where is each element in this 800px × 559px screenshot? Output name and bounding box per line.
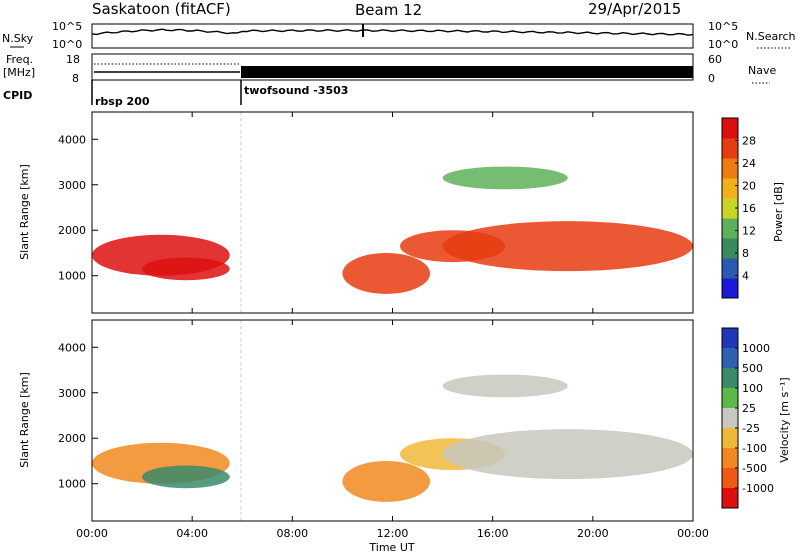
velocity-cb-tick-label: 500 [742, 362, 763, 375]
x-tick-label: 20:00 [577, 527, 609, 540]
power-data [91, 166, 693, 294]
power-blob [142, 257, 230, 281]
freq-label-1: Freq. [6, 53, 33, 66]
station-title: Saskatoon (fitACF) [92, 0, 231, 18]
velocity-y-tick-label: 2000 [58, 432, 86, 445]
power-cb-swatch [722, 278, 738, 299]
power-cb-tick-label: 20 [742, 180, 756, 193]
noise-right-label: N.Search [746, 30, 796, 43]
velocity-cb-swatch [722, 328, 738, 349]
noise-panel: N.Sky 10^5 10^0 10^5 10^0 N.Search [2, 20, 796, 51]
velocity-cb-tick-label: -100 [742, 442, 767, 455]
velocity-y-tick-label: 4000 [58, 341, 86, 354]
velocity-blob [342, 460, 431, 502]
beam-title: Beam 12 [355, 1, 422, 19]
velocity-blob [142, 465, 230, 489]
power-cb-tick-label: 12 [742, 225, 756, 238]
velocity-cb-swatch [722, 388, 738, 409]
x-axis-label: Time UT [368, 541, 414, 554]
velocity-panel: 1000 2000 3000 4000 Slant Range [km] 1000 50… [18, 319, 791, 522]
x-tick-label: 16:00 [477, 527, 509, 540]
power-panel: 1000 2000 3000 4000 Slant Range [km] 4 8 12 16… [18, 111, 785, 314]
velocity-cb-swatch [722, 488, 738, 509]
x-axis: 00:00 04:00 08:00 12:00 16:00 20:00 00:00 [76, 112, 709, 540]
power-blob [442, 221, 693, 272]
power-yticks: 1000 2000 3000 4000 [58, 133, 98, 283]
power-cb-swatch [722, 258, 738, 279]
cpid-program-1: rbsp 200 [95, 95, 150, 108]
velocity-cb-swatch [722, 348, 738, 369]
nave-tick-top: 60 [708, 53, 722, 66]
x-tick-label: 00:00 [677, 527, 709, 540]
freq-panel: Freq. [MHz] 18 8 60 0 Nave [3, 53, 776, 85]
power-cb-swatch [722, 218, 738, 239]
velocity-cb-tick-label: -25 [742, 422, 760, 435]
noise-left-tick-bottom: 10^0 [52, 38, 82, 51]
noise-left-tick-top: 10^5 [52, 20, 82, 33]
noise-right-tick-top: 10^5 [708, 20, 738, 33]
nave-tick-bottom: 0 [708, 72, 715, 85]
nave-label: Nave [748, 64, 776, 77]
velocity-cb-swatch [722, 468, 738, 489]
velocity-cb-swatch [722, 428, 738, 449]
velocity-cb-tick-label: 100 [742, 382, 763, 395]
velocity-cb-tick-label: 1000 [742, 342, 770, 355]
velocity-y-tick-label: 3000 [58, 387, 86, 400]
freq-tick-top: 18 [66, 53, 80, 66]
power-blob [442, 166, 568, 190]
power-cb-tick-label: 8 [742, 247, 749, 260]
power-y-tick-label: 4000 [58, 133, 86, 146]
velocity-colorbar-label: Velocity [m s⁻¹] [778, 377, 791, 462]
power-blob [342, 252, 431, 294]
power-cb-swatch [722, 178, 738, 199]
power-ylabel: Slant Range [km] [18, 164, 31, 260]
noise-sky-trace [91, 28, 694, 36]
freq-tick-bottom: 8 [72, 72, 79, 85]
velocity-cb-swatch [722, 408, 738, 429]
velocity-y-tick-label: 1000 [58, 478, 86, 491]
velocity-cb-swatch [722, 368, 738, 389]
power-cb-tick-label: 4 [742, 270, 749, 283]
power-cb-swatch [722, 198, 738, 219]
power-colorbar-label: Power [dB] [772, 182, 785, 242]
power-cb-swatch [722, 238, 738, 259]
cpid-label: CPID [3, 89, 32, 102]
x-tick-label: 04:00 [176, 527, 208, 540]
noise-frame [91, 23, 694, 49]
velocity-ylabel: Slant Range [km] [18, 372, 31, 468]
power-cb-tick-label: 16 [742, 202, 756, 215]
x-tick-label: 08:00 [276, 527, 308, 540]
cpid-panel: CPID rbsp 200 twofsound -3503 [3, 79, 693, 108]
power-y-tick-label: 2000 [58, 224, 86, 237]
velocity-blob [442, 429, 693, 480]
noise-right-tick-bottom: 10^0 [708, 38, 738, 51]
velocity-blob [442, 374, 568, 398]
velocity-yticks: 1000 2000 3000 4000 [58, 341, 98, 491]
power-cb-swatch [722, 138, 738, 159]
velocity-cb-tick-label: -500 [742, 462, 767, 475]
power-y-tick-label: 1000 [58, 270, 86, 283]
velocity-cb-frame [721, 327, 739, 509]
x-tick-label: 12:00 [377, 527, 409, 540]
date-title: 29/Apr/2015 [588, 0, 681, 18]
cpid-program-2: twofsound -3503 [244, 84, 348, 97]
x-tick-label: 00:00 [76, 527, 108, 540]
nave-dense-bars [241, 66, 693, 78]
velocity-colorbar: 1000 500 100 25 -25 -100 -500 -1000 [721, 327, 774, 509]
power-cb-swatch [722, 158, 738, 179]
freq-label-2: [MHz] [3, 66, 35, 79]
power-colorbar: 4 8 12 16 20 24 28 [721, 117, 756, 299]
power-cb-swatch [722, 118, 738, 139]
velocity-cb-tick-label: -1000 [742, 482, 774, 495]
velocity-cb-tick-label: 25 [742, 402, 756, 415]
power-y-tick-label: 3000 [58, 179, 86, 192]
noise-left-label: N.Sky [2, 32, 34, 45]
power-cb-tick-label: 24 [742, 157, 756, 170]
velocity-data [91, 374, 693, 502]
power-cb-tick-label: 28 [742, 135, 756, 148]
velocity-cb-swatch [722, 448, 738, 469]
